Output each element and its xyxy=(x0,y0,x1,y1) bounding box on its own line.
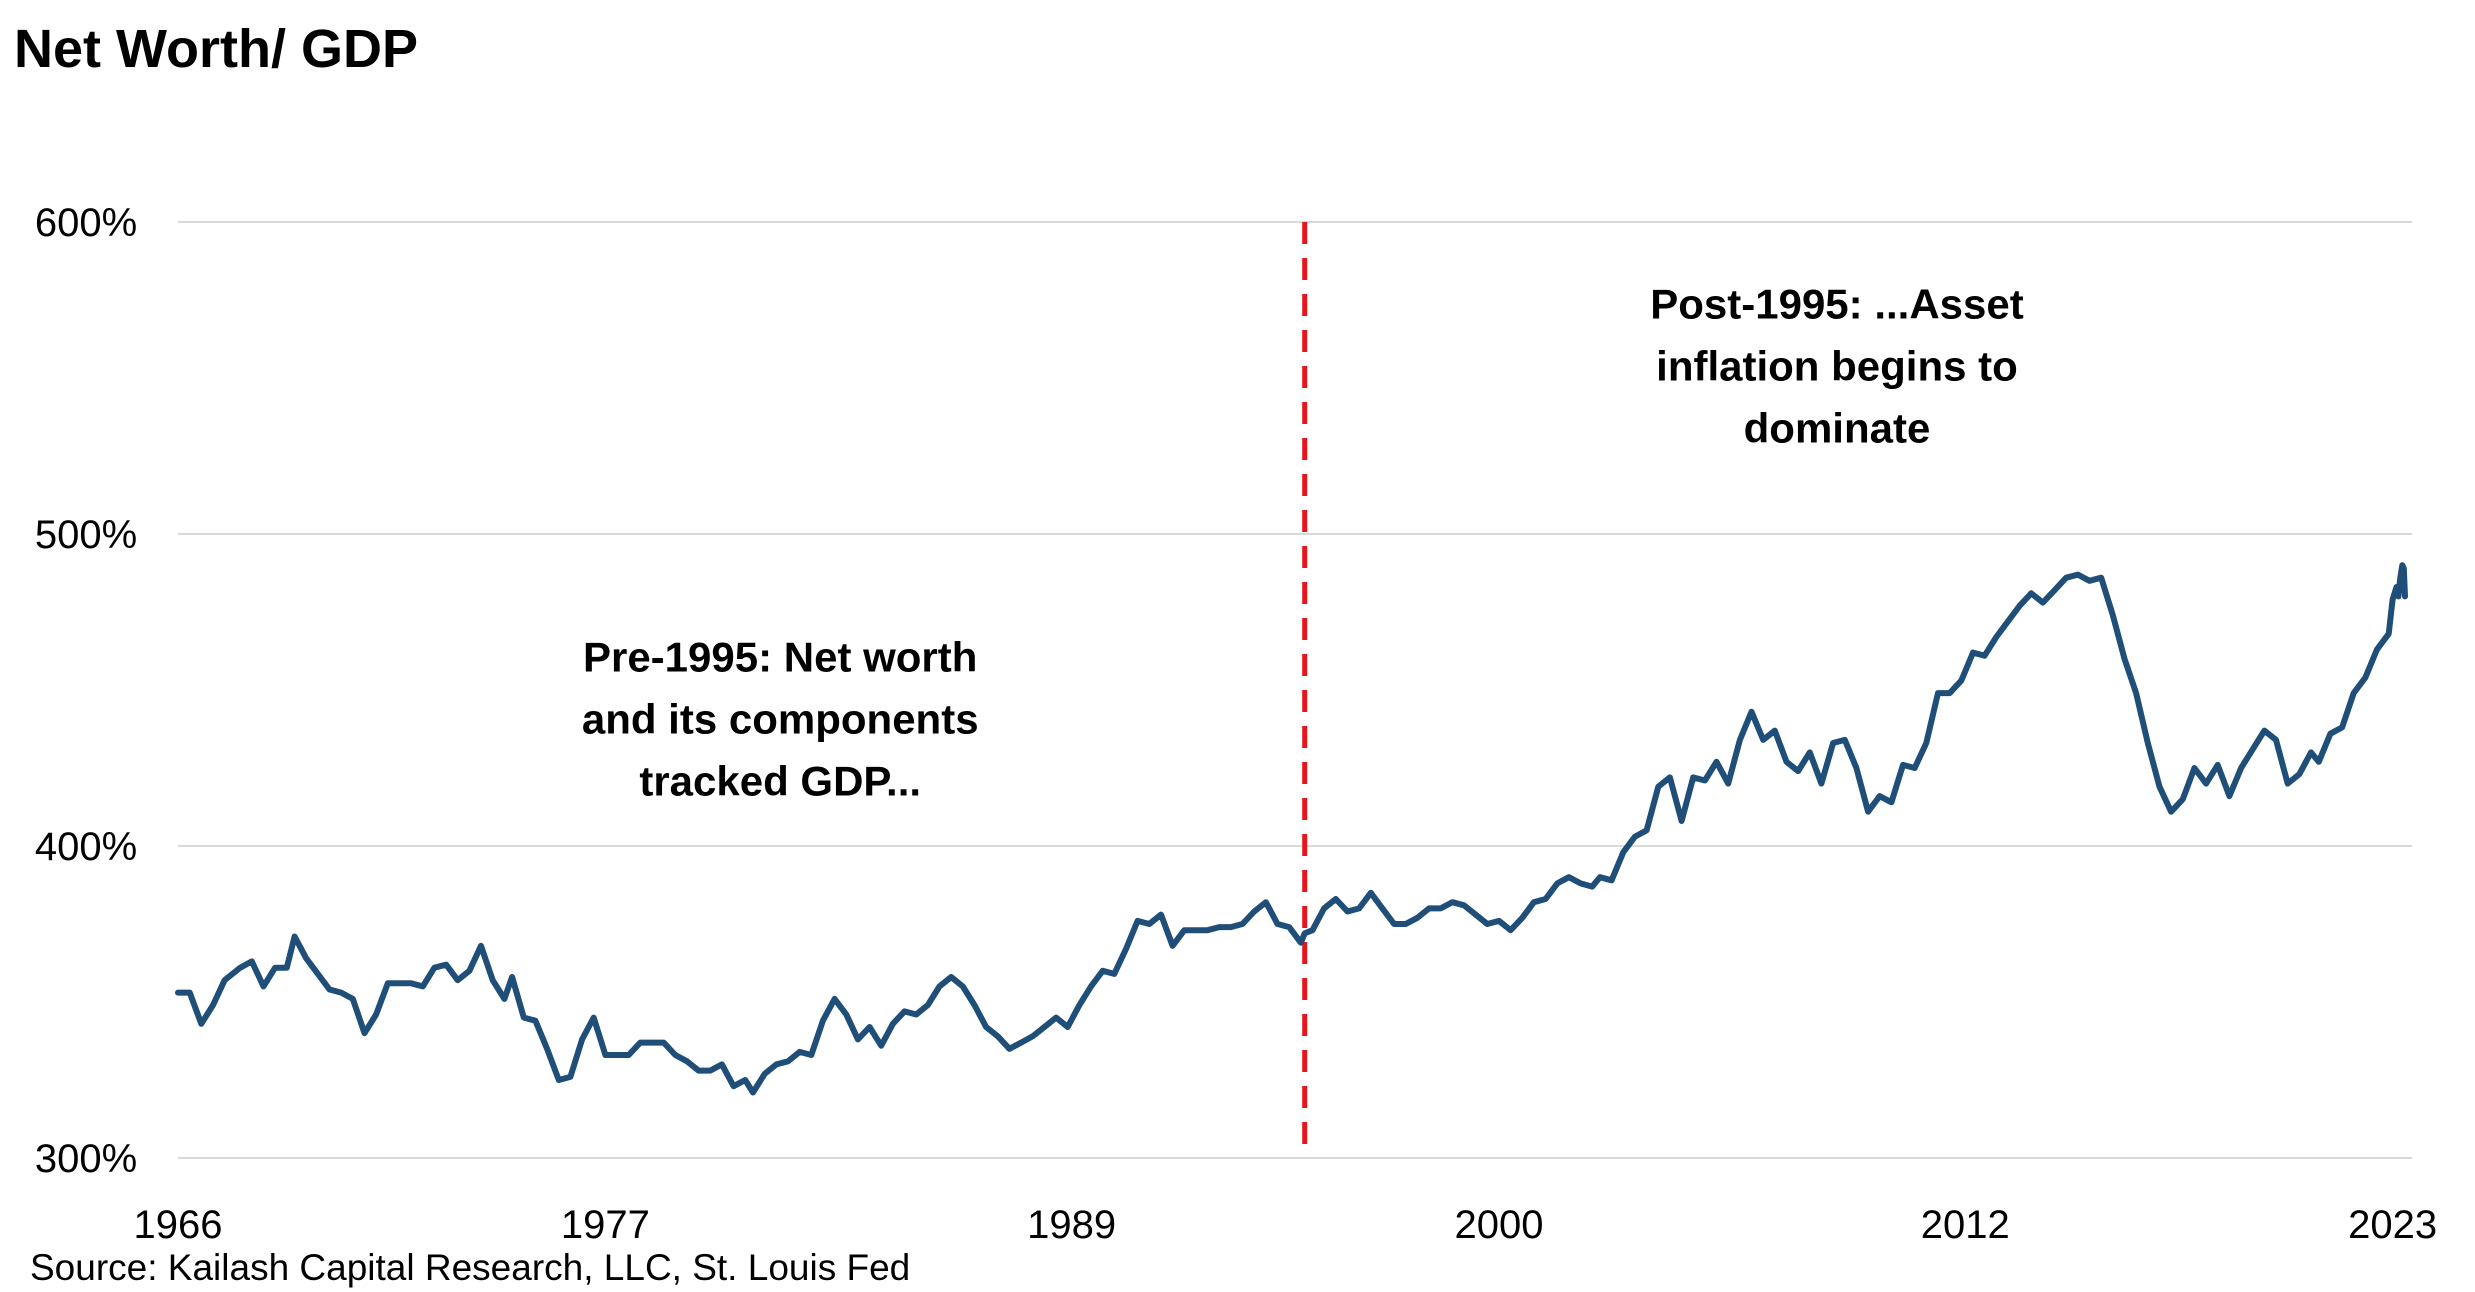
y-tick-label: 500% xyxy=(35,513,137,557)
y-axis-ticks: 300% 400% 500% 600% xyxy=(35,201,137,1181)
annotation-line: dominate xyxy=(1744,405,1931,452)
gridlines xyxy=(178,221,2412,1159)
x-tick-label: 1966 xyxy=(134,1203,223,1247)
x-tick-label: 2000 xyxy=(1454,1203,1543,1247)
series-group xyxy=(175,562,2408,1096)
annotation-post-1995: Post-1995: ...Asset inflation begins to do… xyxy=(1650,281,2024,452)
source-note: Source: Kailash Capital Research, LLC, S… xyxy=(30,1247,910,1288)
y-tick-label: 600% xyxy=(35,201,137,245)
chart-title: Net Worth/ GDP xyxy=(14,19,418,79)
annotations: Pre-1995: Net worth and its components tra… xyxy=(582,281,2024,805)
annotation-line: Post-1995: ...Asset xyxy=(1650,281,2024,328)
annotation-line: Pre-1995: Net worth xyxy=(583,633,977,680)
annotation-line: tracked GDP... xyxy=(639,757,921,804)
x-axis-ticks: 1966 1977 1989 2000 2012 2023 xyxy=(134,1203,2438,1247)
annotation-pre-1995: Pre-1995: Net worth and its components tra… xyxy=(582,633,979,804)
x-tick-label: 2023 xyxy=(2348,1203,2437,1247)
y-tick-label: 400% xyxy=(35,825,137,869)
x-tick-label: 1977 xyxy=(561,1203,650,1247)
x-tick-label: 2012 xyxy=(1921,1203,2010,1247)
y-tick-label: 300% xyxy=(35,1137,137,1181)
annotation-line: and its components xyxy=(582,695,979,742)
x-tick-label: 1989 xyxy=(1027,1203,1116,1247)
series-line xyxy=(175,562,2408,1096)
annotation-line: inflation begins to xyxy=(1656,343,2018,390)
